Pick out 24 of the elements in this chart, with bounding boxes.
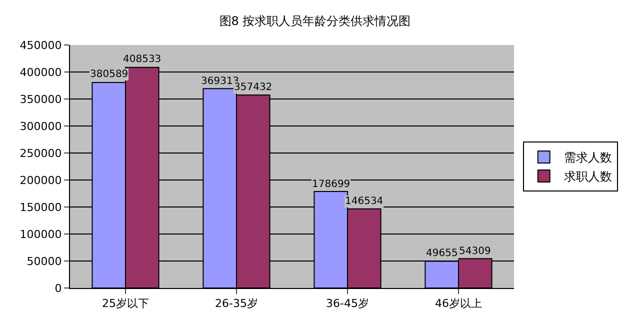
chart-title: 图8 按求职人员年龄分类供求情况图 [219, 14, 411, 28]
y-tick-label: 0 [54, 282, 62, 295]
y-tick-label: 100000 [20, 228, 62, 241]
data-label: 49655 [426, 248, 458, 259]
y-tick-label: 200000 [20, 174, 62, 187]
x-tick-label: 26-35岁 [215, 297, 258, 310]
data-label: 408533 [123, 54, 162, 65]
y-tick-label: 400000 [20, 66, 62, 79]
y-tick-label: 350000 [20, 92, 62, 106]
y-tick-label: 450000 [20, 38, 62, 52]
y-tick-label: 300000 [20, 120, 62, 133]
data-label: 380589 [90, 69, 128, 80]
legend-label: 求职人数 [564, 170, 612, 184]
y-tick-label: 50000 [26, 254, 62, 268]
y-tick-label: 150000 [20, 200, 62, 214]
x-tick-label: 36-45岁 [326, 297, 369, 310]
y-tick-label: 250000 [20, 146, 62, 160]
x-tick-label: 25岁以下 [102, 297, 149, 310]
data-label: 54309 [459, 246, 491, 257]
legend-label: 需求人数 [564, 150, 612, 165]
data-label: 146534 [345, 196, 384, 207]
data-label: 357432 [234, 82, 272, 93]
data-label: 178699 [312, 179, 350, 190]
x-tick-label: 46岁以上 [435, 297, 482, 310]
